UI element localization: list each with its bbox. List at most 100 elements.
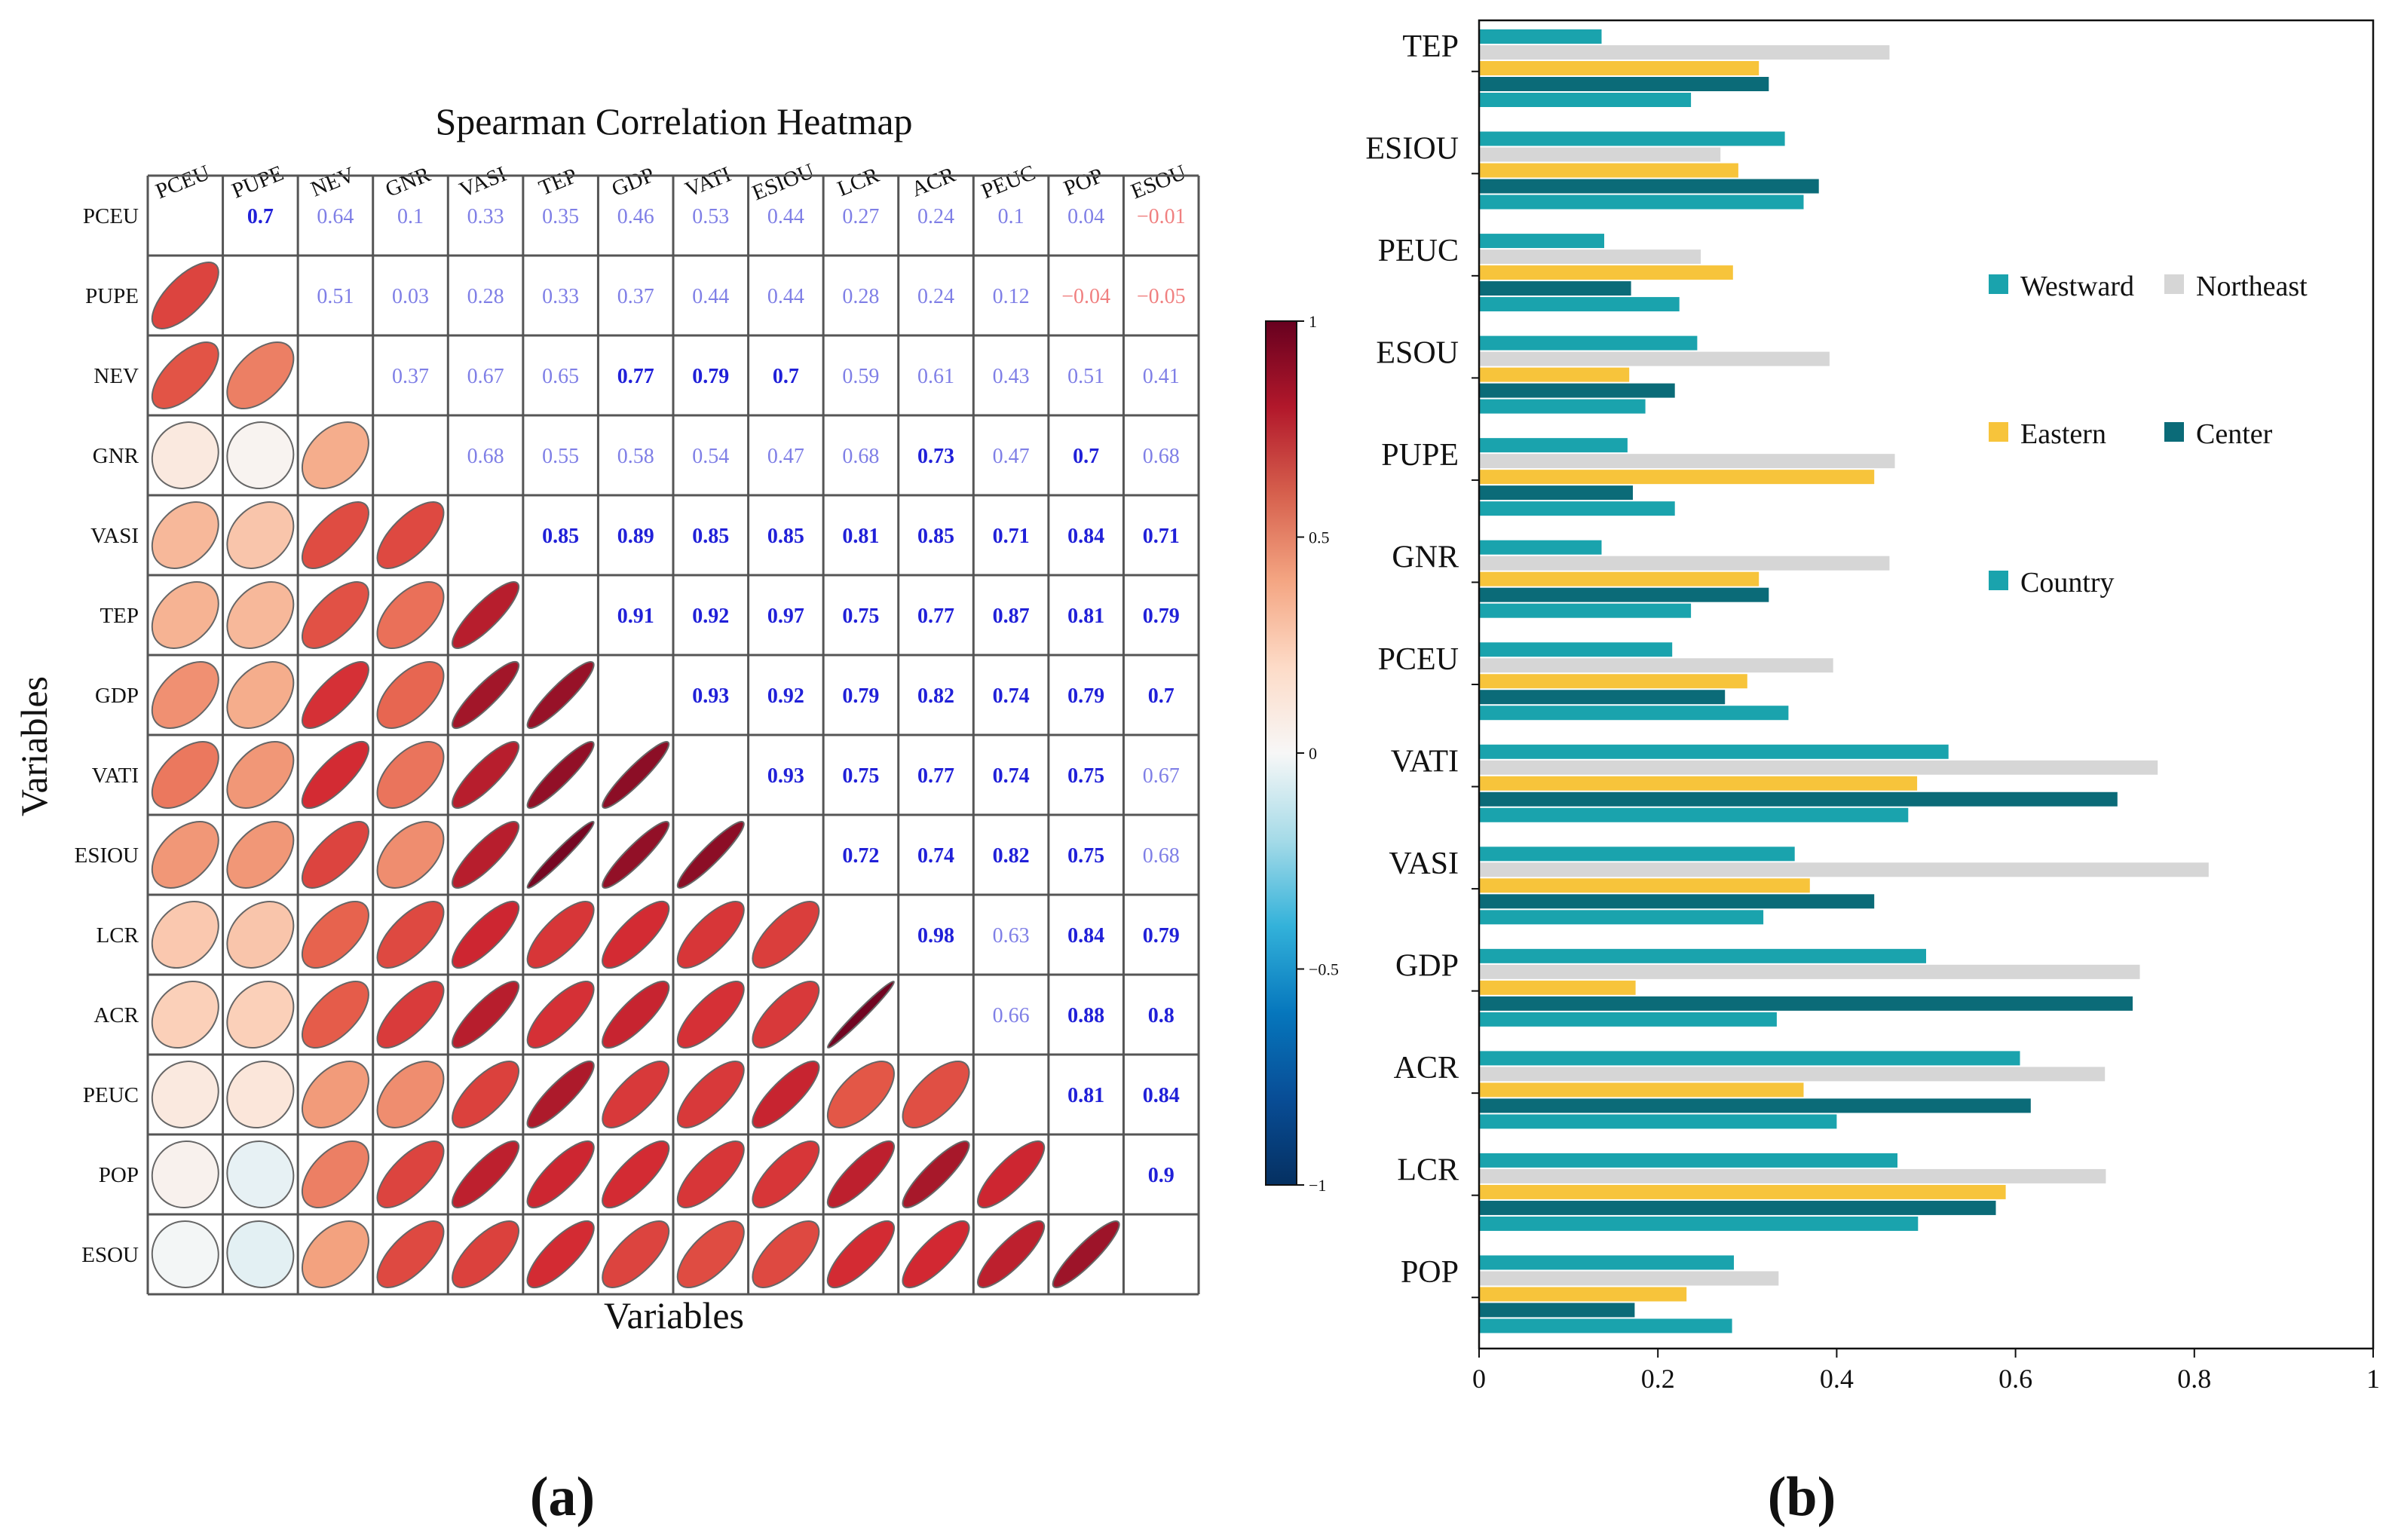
correlation-ellipse bbox=[752, 1140, 820, 1208]
correlation-value: 0.75 bbox=[1067, 844, 1104, 868]
bar-country-acr bbox=[1479, 1114, 1837, 1129]
bar-eastern-vati bbox=[1479, 776, 1918, 791]
column-label: NEV bbox=[308, 163, 358, 202]
correlation-value: 0.46 bbox=[617, 205, 654, 228]
correlation-value: 0.7 bbox=[773, 365, 799, 388]
correlation-ellipse bbox=[526, 661, 595, 729]
correlation-ellipse bbox=[1052, 1220, 1120, 1288]
correlation-ellipse bbox=[602, 1061, 670, 1128]
correlation-value: 0.72 bbox=[842, 844, 879, 868]
correlation-value: 0.67 bbox=[467, 365, 504, 388]
bar-westward-vasi bbox=[1479, 847, 1795, 862]
row-label: GDP bbox=[95, 684, 139, 708]
correlation-value: 0.55 bbox=[542, 445, 579, 468]
column-label: PCEU bbox=[152, 161, 213, 204]
row-label: PEUC bbox=[83, 1083, 139, 1107]
bar-legend: Westward Northeast Eastern Center Country bbox=[1989, 271, 2308, 599]
bar-eastern-acr bbox=[1479, 1082, 1804, 1098]
correlation-ellipse bbox=[226, 1060, 295, 1129]
correlation-value: 0.79 bbox=[1143, 605, 1180, 628]
bar-country-pop bbox=[1479, 1318, 1732, 1333]
bar-westward-pupe bbox=[1479, 438, 1628, 453]
correlation-value: 0.93 bbox=[692, 684, 729, 708]
correlation-ellipse bbox=[151, 821, 219, 889]
correlation-value: 0.82 bbox=[993, 844, 1030, 868]
correlation-ellipse bbox=[752, 900, 820, 969]
column-label: POP bbox=[1061, 164, 1107, 201]
bar-series bbox=[1479, 29, 2209, 1333]
bar-northeast-peuc bbox=[1479, 250, 1701, 265]
correlation-ellipse bbox=[301, 820, 369, 889]
correlation-ellipse bbox=[226, 581, 295, 649]
correlation-ellipse bbox=[752, 1220, 820, 1288]
correlation-ellipse bbox=[376, 1140, 445, 1209]
legend-swatch bbox=[1989, 422, 2008, 442]
correlation-ellipse bbox=[376, 741, 445, 809]
correlation-value: 0.47 bbox=[767, 445, 804, 468]
correlation-ellipse bbox=[151, 581, 219, 649]
category-label: PEUC bbox=[1378, 234, 1459, 268]
x-tick-label: 0 bbox=[1472, 1364, 1486, 1394]
correlation-value: −0.05 bbox=[1137, 285, 1186, 308]
colorbar-gradient bbox=[1265, 320, 1297, 1186]
correlation-value: 0.64 bbox=[317, 205, 354, 228]
bar-country-vati bbox=[1479, 807, 1909, 822]
colorbar-tick-label: 1 bbox=[1309, 312, 1317, 331]
bar-eastern-peuc bbox=[1479, 265, 1733, 280]
correlation-ellipse bbox=[376, 821, 445, 889]
x-tick-label: 0.8 bbox=[2177, 1364, 2211, 1394]
bar-northeast-pceu bbox=[1479, 658, 1833, 673]
bar-center-vati bbox=[1479, 791, 2118, 807]
correlation-value: 0.87 bbox=[993, 605, 1030, 628]
bar-center-gdp bbox=[1479, 996, 2133, 1011]
bar-country-vasi bbox=[1479, 910, 1764, 925]
bar-westward-gnr bbox=[1479, 540, 1602, 555]
correlation-ellipse bbox=[602, 741, 670, 809]
correlation-ellipse bbox=[752, 1060, 820, 1129]
bar-northeast-acr bbox=[1479, 1067, 2106, 1082]
correlation-value: 0.59 bbox=[842, 365, 879, 388]
column-label: GNR bbox=[382, 162, 434, 202]
correlation-ellipse bbox=[452, 581, 520, 649]
correlation-ellipse bbox=[301, 1061, 369, 1128]
column-label: ESOU bbox=[1128, 161, 1190, 204]
correlation-value: 0.71 bbox=[993, 525, 1030, 548]
correlation-ellipse bbox=[376, 1220, 445, 1288]
column-label: ACR bbox=[908, 162, 959, 201]
bar-westward-gdp bbox=[1479, 948, 1926, 963]
bar-westward-pop bbox=[1479, 1255, 1734, 1270]
correlation-ellipse bbox=[301, 661, 369, 729]
bar-center-vasi bbox=[1479, 894, 1875, 909]
correlation-value: 0.74 bbox=[993, 684, 1030, 708]
correlation-ellipse bbox=[452, 1220, 520, 1288]
correlation-value: 0.7 bbox=[1073, 445, 1099, 468]
correlation-value: 0.68 bbox=[842, 445, 879, 468]
correlation-ellipse bbox=[752, 981, 820, 1049]
correlation-ellipse bbox=[376, 1061, 445, 1128]
correlation-ellipse bbox=[151, 741, 219, 809]
category-label: ESOU bbox=[1376, 335, 1459, 370]
correlation-value: 0.44 bbox=[692, 285, 729, 308]
correlation-value: 0.41 bbox=[1143, 365, 1180, 388]
correlation-value: 0.33 bbox=[542, 285, 579, 308]
correlation-ellipse bbox=[602, 900, 670, 969]
correlation-ellipse bbox=[226, 341, 295, 410]
correlation-ellipse bbox=[301, 1140, 369, 1209]
correlation-value: 0.66 bbox=[993, 1004, 1030, 1027]
column-label: PUPE bbox=[228, 161, 287, 204]
correlation-value: 0.28 bbox=[842, 285, 879, 308]
correlation-value: 0.79 bbox=[1143, 924, 1180, 948]
heatmap-title: Spearman Correlation Heatmap bbox=[435, 100, 912, 142]
correlation-ellipse bbox=[376, 901, 445, 969]
column-label: VASI bbox=[456, 162, 510, 203]
correlation-ellipse bbox=[452, 660, 520, 730]
correlation-ellipse bbox=[902, 1140, 970, 1208]
bar-center-tep bbox=[1479, 77, 1769, 91]
correlation-ellipse bbox=[376, 501, 445, 569]
correlation-value: 0.03 bbox=[392, 285, 429, 308]
bar-eastern-esiou bbox=[1479, 163, 1738, 178]
correlation-value: 0.71 bbox=[1143, 525, 1180, 548]
correlation-value: −0.04 bbox=[1061, 285, 1110, 308]
correlation-value: 0.7 bbox=[1148, 684, 1175, 708]
correlation-ellipse bbox=[902, 1220, 970, 1288]
